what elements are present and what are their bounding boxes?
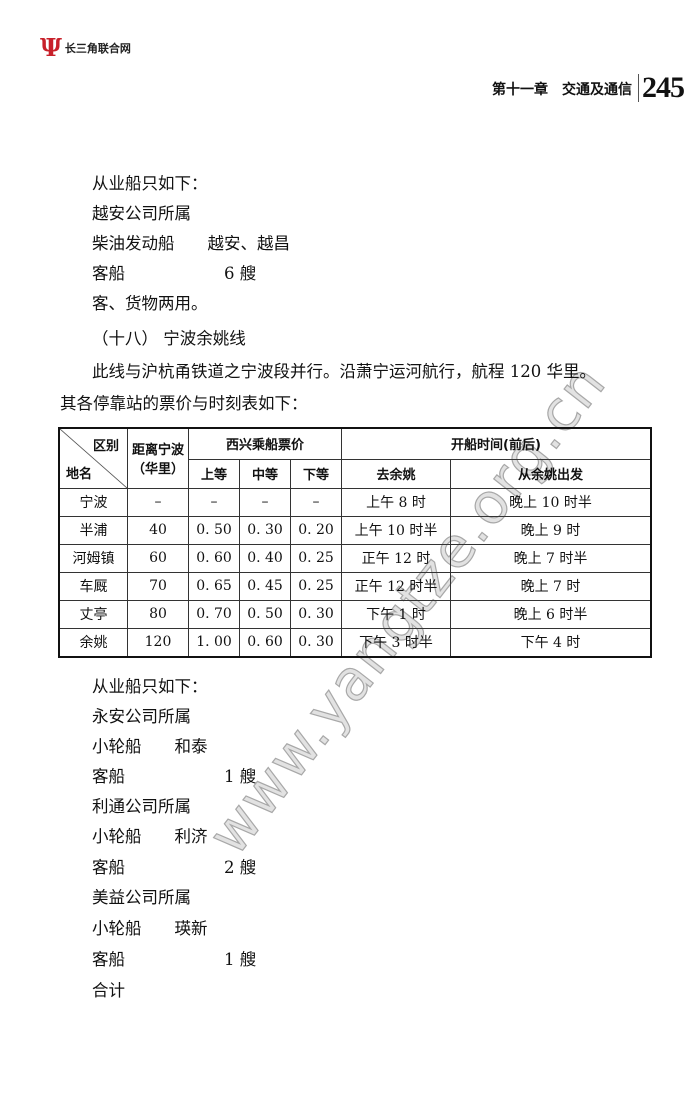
divider <box>638 74 639 102</box>
place-name-cell: 半浦 <box>58 515 128 545</box>
chapter-title: 第十一章 交通及通信 <box>492 82 632 98</box>
text-line: 客船 1 艘 <box>92 767 257 786</box>
time-column-header: 从余姚出发 <box>450 458 652 489</box>
table-cell: 0. 30 <box>239 515 291 545</box>
table-cell: 0. 25 <box>290 571 342 601</box>
table-cell: 0. 60 <box>239 627 291 657</box>
text-line: 小轮船 瑛新 <box>92 919 208 938</box>
corner-header: 区别 地名 <box>58 427 128 489</box>
distance-header: 距离宁波 （华里） <box>127 427 189 489</box>
place-name-cell: 丈亭 <box>58 599 128 629</box>
text-line: 利通公司所属 <box>92 797 191 816</box>
time-header: 开船时间(前后) <box>341 427 652 460</box>
table-row: 河姆镇 60 0. 60 0. 40 0. 25 正午 12 时晚上 7 时半 <box>58 543 652 573</box>
table-cell: 0. 65 <box>188 571 240 601</box>
logo-text: 长三角联合网 <box>64 42 131 55</box>
fare-header: 西兴乘船票价 <box>188 427 342 460</box>
table-cell: 0. 30 <box>290 599 342 629</box>
table-cell: 上午 8 时 <box>341 487 451 517</box>
table-cell: 60 <box>127 543 189 573</box>
table-cell: 晚上 10 时半 <box>450 487 652 517</box>
section-heading: （十八） 宁波余姚线 <box>92 329 246 348</box>
corner-bottom-label: 地名 <box>66 466 93 482</box>
table-cell: 下午 1 时 <box>341 599 451 629</box>
table-cell: – <box>127 487 189 517</box>
table-cell: 120 <box>127 627 189 657</box>
table-row: 半浦 40 0. 50 0. 30 0. 20 上午 10 时半 晚上 9 时 <box>58 515 652 545</box>
text-line: 越安公司所属 <box>92 204 191 223</box>
table-cell: 0. 25 <box>290 543 342 573</box>
running-head: 第十一章 交通及通信 245 <box>492 71 685 104</box>
table-cell: 70 <box>127 571 189 601</box>
table-cell: 0. 40 <box>239 543 291 573</box>
distance-unit: （华里） <box>131 462 184 478</box>
table-cell: 下午 3 时半 <box>341 627 451 657</box>
table-cell: – <box>290 487 342 517</box>
table-cell: 0. 70 <box>188 599 240 629</box>
text-line: 客船 1 艘 <box>92 950 257 969</box>
table-cell: 0. 50 <box>239 599 291 629</box>
table-row: 丈亭 80 0. 70 0. 50 0. 30 下午 1 时晚上 6 时半 <box>58 599 652 629</box>
table-row: 车厩 70 0. 65 0. 45 0. 25 正午 12 时半 晚上 7 时 <box>58 571 652 601</box>
table-cell: – <box>188 487 240 517</box>
place-name-cell: 宁波 <box>58 487 128 517</box>
table-cell: 0. 50 <box>188 515 240 545</box>
page-number: 245 <box>642 71 685 104</box>
fare-schedule-table: 区别 地名 距离宁波 （华里） 西兴乘船票价 开船时间(前后) 上等 中等 下等… <box>58 427 652 658</box>
table-cell: 40 <box>127 515 189 545</box>
table-cell: 0. 30 <box>290 627 342 657</box>
place-name-cell: 余姚 <box>58 627 128 657</box>
text-line: 永安公司所属 <box>92 707 191 726</box>
text-line: 客船 2 艘 <box>92 858 257 877</box>
time-column-header: 去余姚 <box>341 458 451 489</box>
fare-class-header: 上等 <box>188 458 240 489</box>
site-logo: Ψ 长三角联合网 <box>40 36 131 60</box>
table-cell: 0. 20 <box>290 515 342 545</box>
text-line: 客船 6 艘 <box>92 264 257 283</box>
text-line: 客、货物两用。 <box>92 294 208 313</box>
table-cell: 下午 4 时 <box>450 627 652 657</box>
text-line: 柴油发动船 越安、越昌 <box>92 234 290 253</box>
distance-label: 距离宁波 <box>131 443 184 459</box>
text-line: 美益公司所属 <box>92 888 191 907</box>
table-cell: 1. 00 <box>188 627 240 657</box>
place-name-cell: 河姆镇 <box>58 543 128 573</box>
table-row: 余姚 120 1. 00 0. 60 0. 30 下午 3 时半 下午 4 时 <box>58 627 652 657</box>
table-cell: 0. 60 <box>188 543 240 573</box>
paragraph-line: 此线与沪杭甬铁道之宁波段并行。沿萧宁运河航行，航程 120 华里。 <box>92 362 596 381</box>
fare-class-header: 下等 <box>290 458 342 489</box>
table-row: 宁波 – – – – 上午 8 时晚上 10 时半 <box>58 487 652 517</box>
text-line: 小轮船 利济 <box>92 827 208 846</box>
table-cell: – <box>239 487 291 517</box>
place-name-cell: 车厩 <box>58 571 128 601</box>
table-cell: 上午 10 时半 <box>341 515 451 545</box>
paragraph-line: 其各停靠站的票价与时刻表如下： <box>60 394 308 413</box>
table-cell: 0. 45 <box>239 571 291 601</box>
table-cell: 晚上 7 时半 <box>450 543 652 573</box>
text-line: 小轮船 和泰 <box>92 737 208 756</box>
text-line: 从业船只如下： <box>92 677 208 696</box>
table-cell: 80 <box>127 599 189 629</box>
table-cell: 晚上 9 时 <box>450 515 652 545</box>
table-cell: 正午 12 时 <box>341 543 451 573</box>
text-line: 从业船只如下： <box>92 174 208 193</box>
fare-class-header: 中等 <box>239 458 291 489</box>
psi-logo-icon: Ψ <box>40 33 62 62</box>
table-cell: 晚上 7 时 <box>450 571 652 601</box>
table-cell: 正午 12 时半 <box>341 571 451 601</box>
corner-top-label: 区别 <box>92 439 119 454</box>
text-line: 合计 <box>92 981 125 1000</box>
table-cell: 晚上 6 时半 <box>450 599 652 629</box>
